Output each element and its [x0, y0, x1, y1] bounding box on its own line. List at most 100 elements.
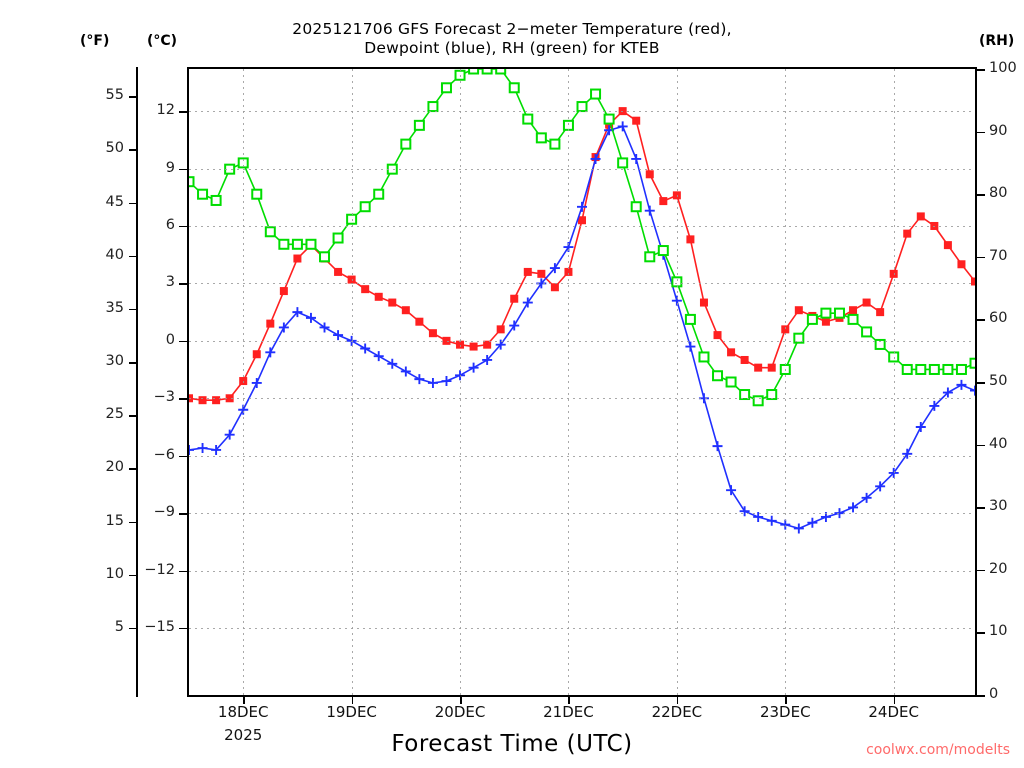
watermark: coolwx.com/modelts [866, 742, 1010, 758]
ytick-c--15-mark [179, 627, 187, 630]
ytick-c-0: 0 [165, 331, 175, 348]
data-point [483, 340, 492, 349]
gridline-vertical-23dec [785, 69, 787, 695]
data-point [535, 132, 547, 144]
data-point [319, 251, 331, 263]
data-point [686, 235, 695, 244]
data-point [848, 502, 859, 513]
data-point [712, 370, 724, 382]
data-point [510, 294, 519, 303]
data-point [740, 355, 749, 364]
data-point [590, 153, 601, 164]
xtick-18dec-mark [243, 697, 245, 704]
data-point [428, 329, 437, 338]
gridline-horizontal-6 [189, 225, 975, 227]
xtick-21dec: 21DEC [543, 703, 594, 721]
data-point [806, 313, 818, 325]
data-point [820, 307, 832, 319]
data-point [388, 298, 397, 307]
data-point [969, 357, 975, 369]
ytick-c--6-mark [179, 455, 187, 458]
ytick-c--9-mark [179, 513, 187, 515]
data-point [726, 485, 737, 496]
data-point [630, 201, 642, 213]
data-point [928, 363, 940, 375]
data-point [861, 492, 872, 503]
ytick-rh-90: 90 [989, 122, 1008, 139]
ytick-f-25-mark [129, 415, 138, 417]
data-point [901, 363, 913, 375]
ytick-rh-80-mark [977, 194, 985, 196]
data-point [305, 238, 317, 250]
data-point [659, 197, 668, 206]
ytick-f-55: 55 [105, 87, 124, 104]
data-point [915, 363, 927, 375]
data-point [319, 322, 330, 333]
xtick-20dec: 20DEC [434, 703, 486, 721]
ytick-c-3: 3 [165, 274, 175, 291]
series-line [189, 69, 975, 402]
series-dewpoint [189, 121, 975, 534]
xtick-20dec-mark [460, 697, 462, 704]
data-point [549, 263, 560, 274]
xtick-22dec-mark [676, 697, 679, 704]
data-point [766, 515, 777, 526]
ytick-f-5-mark [129, 627, 138, 630]
data-point [698, 351, 710, 363]
chart-title-line-2: Dewpoint (blue), RH (green) for KTEB [364, 39, 660, 57]
chart-title: 2025121706 GFS Forecast 2−meter Temperat… [0, 20, 1024, 58]
data-point [413, 119, 425, 131]
data-point [481, 69, 493, 75]
ytick-c--9: −9 [153, 504, 175, 521]
data-point [212, 396, 221, 405]
data-point [401, 306, 410, 315]
data-point [400, 138, 412, 150]
data-point [441, 376, 452, 387]
data-point [373, 351, 384, 362]
ytick-c-12-mark [179, 111, 187, 113]
ytick-f-5: 5 [114, 618, 124, 635]
data-point [509, 320, 520, 331]
data-point [713, 331, 722, 340]
ytick-f-55-mark [129, 96, 138, 98]
ytick-rh-20: 20 [989, 560, 1008, 577]
ytick-rh-10: 10 [989, 623, 1008, 640]
data-point [739, 506, 750, 517]
data-point [752, 395, 764, 407]
ytick-f-35: 35 [105, 299, 124, 316]
data-point [617, 157, 629, 169]
data-point [387, 358, 398, 369]
gridline-vertical-22dec [676, 69, 678, 695]
data-point [523, 267, 532, 276]
data-point [942, 363, 954, 375]
data-point [482, 354, 493, 365]
data-point [305, 312, 316, 323]
data-point [189, 176, 195, 188]
data-point [278, 322, 289, 333]
ytick-c-3-mark [179, 283, 187, 285]
data-point [617, 121, 628, 132]
data-point [537, 269, 546, 278]
ytick-f-30-mark [129, 362, 138, 364]
data-point [265, 347, 276, 358]
data-point [793, 332, 805, 344]
data-point [727, 348, 736, 357]
data-point [875, 481, 886, 492]
ytick-f-45-mark [129, 202, 138, 205]
data-point [903, 229, 912, 238]
ytick-rh-60: 60 [989, 310, 1008, 327]
ytick-f-15-mark [129, 521, 138, 524]
xtick-23dec-mark [785, 697, 787, 704]
data-point [902, 448, 913, 459]
data-point [874, 338, 886, 350]
data-point [414, 374, 425, 385]
ytick-rh-0-mark [977, 695, 985, 697]
data-point [468, 69, 480, 75]
data-point [862, 298, 871, 307]
data-point [508, 82, 520, 94]
data-point [550, 283, 559, 292]
data-point [373, 188, 385, 200]
xaxis-title: Forecast Time (UTC) [391, 731, 633, 757]
data-point [699, 298, 708, 307]
data-point [210, 194, 222, 206]
